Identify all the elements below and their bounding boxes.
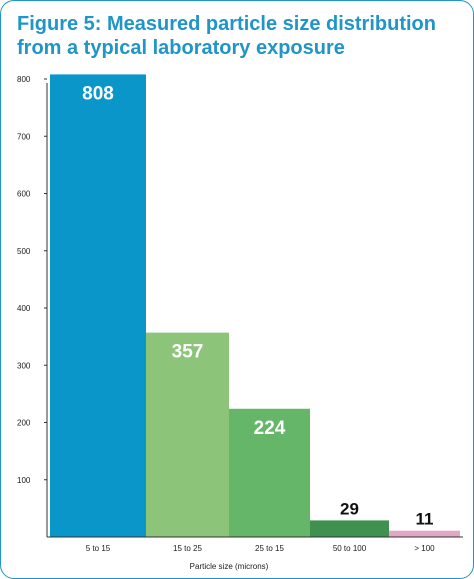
x-category-label: > 100 xyxy=(414,544,435,553)
y-tick-label: 400 xyxy=(17,304,31,313)
chart-title: Figure 5: Measured particle size distrib… xyxy=(17,13,436,59)
bar-value-label: 29 xyxy=(340,499,359,518)
bar xyxy=(310,520,389,537)
bars: 808 357 224 29 11 xyxy=(50,74,460,538)
y-axis: 100 200 300 400 500 600 700 800 xyxy=(17,75,48,537)
y-tick-label: 200 xyxy=(17,419,31,428)
bar-value-label: 808 xyxy=(82,83,114,104)
bar xyxy=(229,408,310,537)
bar xyxy=(50,74,146,538)
bar-value-label: 11 xyxy=(416,510,434,529)
bar xyxy=(146,332,229,537)
y-tick-label: 100 xyxy=(17,476,31,485)
x-category-label: 5 to 15 xyxy=(86,544,111,553)
y-tick-label: 500 xyxy=(17,247,31,256)
x-axis-label: Particle size (microns) xyxy=(190,562,269,571)
y-tick-label: 600 xyxy=(17,190,31,199)
bar-value-label: 357 xyxy=(172,342,204,363)
bar-value-label: 224 xyxy=(254,418,286,439)
y-tick-label: 800 xyxy=(17,75,31,84)
y-tick-label: 300 xyxy=(17,361,31,370)
y-tick-label: 700 xyxy=(17,132,31,141)
bar xyxy=(389,530,460,537)
x-category-label: 50 to 100 xyxy=(333,544,367,553)
x-axis: 5 to 15 15 to 25 25 to 15 50 to 100 > 100 Par… xyxy=(47,536,463,571)
x-category-label: 15 to 25 xyxy=(173,544,202,553)
x-category-label: 25 to 15 xyxy=(255,544,284,553)
